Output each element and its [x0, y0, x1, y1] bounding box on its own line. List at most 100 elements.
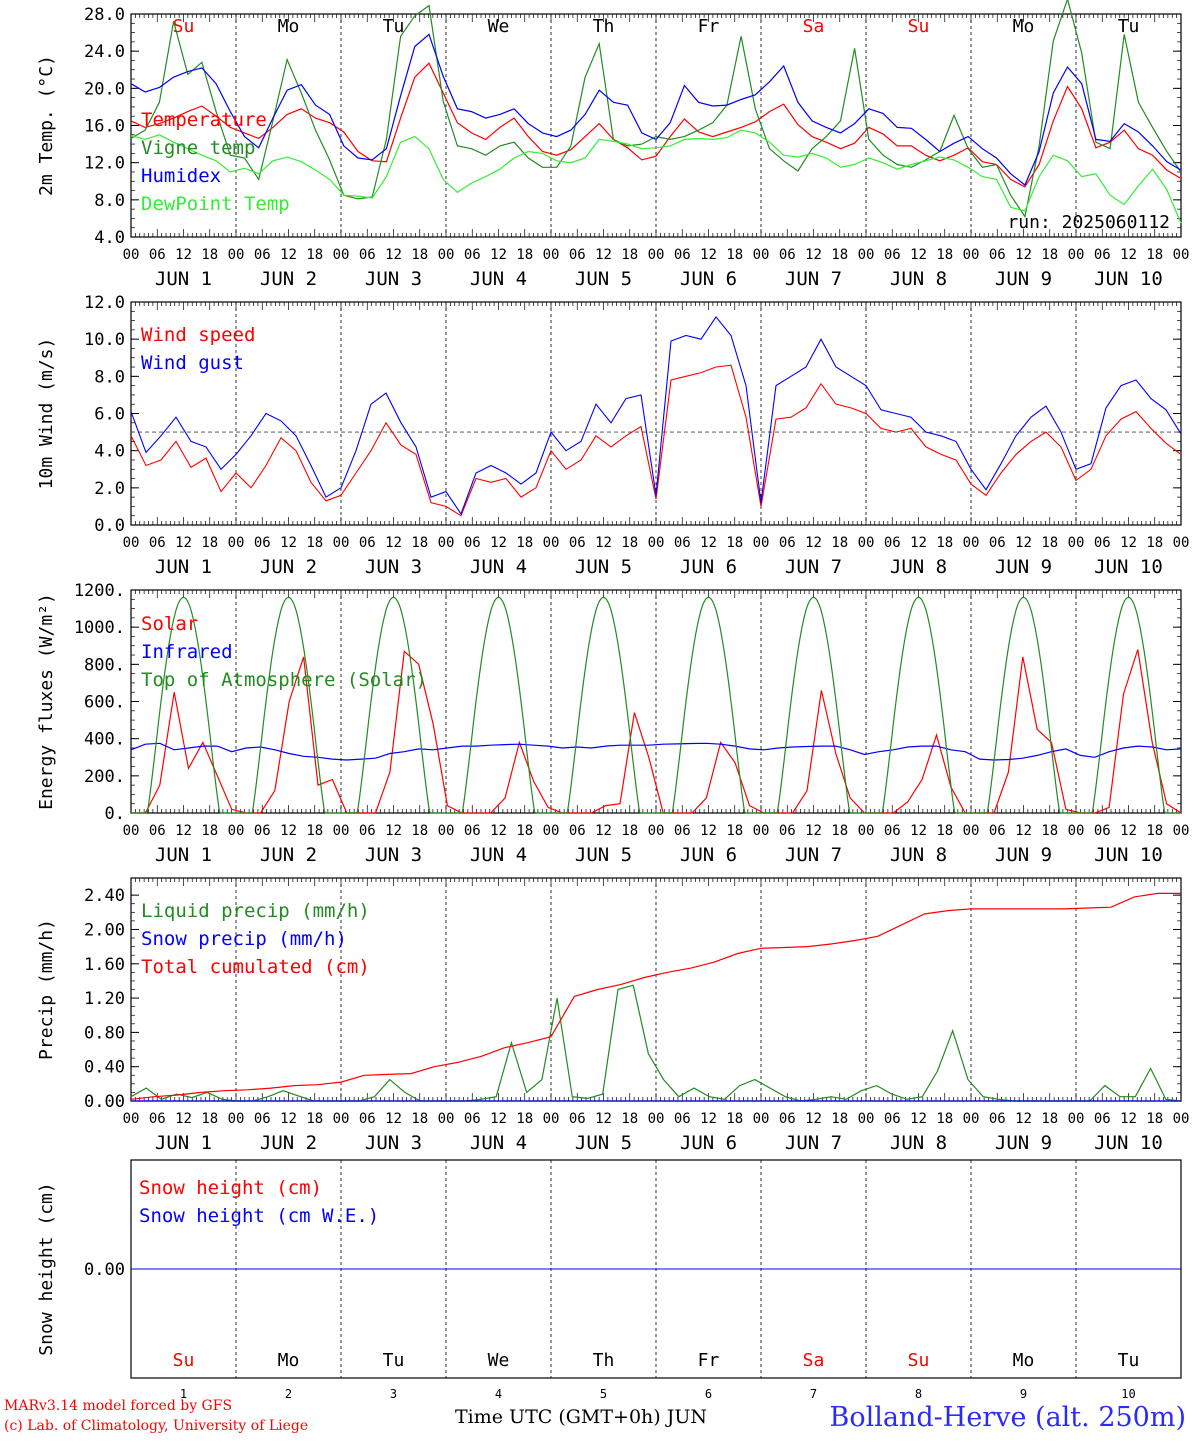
hour-label: 12	[595, 823, 612, 839]
y-axis-title: 2m Temp. (°C)	[36, 55, 57, 196]
hour-label: 00	[963, 535, 980, 551]
series-line-solar	[131, 649, 1182, 814]
run-label: run: 2025060112	[1007, 212, 1170, 233]
hour-label: 00	[228, 535, 245, 551]
day-number: 4	[495, 1387, 502, 1401]
hour-label: 06	[569, 247, 586, 263]
legend-entry: Infrared	[141, 641, 233, 663]
hour-label: 00	[438, 823, 455, 839]
hour-label: 00	[543, 535, 560, 551]
date-label: JUN 4	[470, 844, 527, 866]
hour-label: 00	[123, 823, 140, 839]
y-tick-label: 0.00	[84, 1260, 125, 1280]
y-tick-label: 1200.	[74, 581, 125, 601]
day-number: 10	[1121, 1387, 1135, 1401]
day-number: 3	[390, 1387, 397, 1401]
day-of-week-label: We	[488, 16, 510, 37]
panel-4: 0.00 0.40 0.80 1.20 1.60 2.00 2.40 Precip (mm/h…	[36, 877, 1190, 1154]
hour-label: 00	[858, 1111, 875, 1127]
date-label: JUN 6	[680, 1132, 737, 1154]
legend-entry: Wind speed	[141, 324, 255, 346]
station-name: Bolland-Herve (alt. 250m)	[829, 1402, 1186, 1433]
hour-label: 06	[149, 535, 166, 551]
date-label: JUN 1	[155, 556, 212, 578]
y-tick-label: 0.	[105, 804, 125, 824]
date-label: JUN 10	[1094, 268, 1163, 290]
date-label: JUN 3	[365, 1132, 422, 1154]
hour-label: 12	[1015, 1111, 1032, 1127]
hour-label: 18	[936, 535, 953, 551]
hour-label: 12	[385, 535, 402, 551]
hour-label: 18	[1146, 823, 1163, 839]
y-axis-title: 10m Wind (m/s)	[36, 338, 57, 490]
day-of-week-label: Fr	[698, 16, 720, 37]
hour-label: 18	[411, 823, 428, 839]
hour-label: 12	[1015, 247, 1032, 263]
hour-label: 12	[910, 535, 927, 551]
hour-label: 12	[175, 535, 192, 551]
day-number: 5	[600, 1387, 607, 1401]
hour-label: 06	[884, 1111, 901, 1127]
legend-entry: Vigne temp	[141, 137, 255, 159]
hour-label: 18	[306, 823, 323, 839]
hour-label: 12	[490, 823, 507, 839]
hour-label: 00	[1173, 1111, 1190, 1127]
y-tick-label: 10.0	[84, 330, 125, 350]
hour-label: 00	[1173, 247, 1190, 263]
date-label: JUN 7	[785, 1132, 842, 1154]
hour-label: 18	[1041, 247, 1058, 263]
hour-label: 18	[516, 1111, 533, 1127]
panel-3: 0. 200. 400. 600. 800. 1000. 1200. Energy fluxe…	[36, 581, 1189, 866]
hour-label: 18	[1041, 1111, 1058, 1127]
hour-label: 18	[831, 247, 848, 263]
hour-label: 00	[753, 1111, 770, 1127]
y-tick-label: 200.	[84, 767, 125, 787]
hour-label: 00	[753, 247, 770, 263]
hour-label: 06	[674, 1111, 691, 1127]
hour-label: 12	[700, 535, 717, 551]
hour-label: 18	[411, 535, 428, 551]
hour-label: 18	[726, 1111, 743, 1127]
hour-label: 00	[648, 247, 665, 263]
hour-label: 06	[254, 823, 271, 839]
legend-entry: Liquid precip (mm/h)	[141, 900, 370, 922]
y-axis-title: Snow height (cm)	[36, 1182, 57, 1355]
series-line-infrared	[130, 742, 1182, 761]
hour-label: 06	[779, 247, 796, 263]
hour-label: 06	[674, 535, 691, 551]
panel-1: 4.0 8.0 12.0 16.0 20.0 24.0 28.0 2m Temp. (°C) 0…	[36, 0, 1189, 290]
hour-label: 06	[1094, 247, 1111, 263]
legend-entry: Wind gust	[141, 352, 244, 374]
hour-label: 06	[464, 823, 481, 839]
legend-entry: Temperature	[141, 109, 267, 131]
day-of-week-label-bottom: Su	[908, 1350, 930, 1371]
hour-label: 12	[490, 535, 507, 551]
hour-label: 18	[621, 247, 638, 263]
date-label: JUN 2	[260, 268, 317, 290]
hour-label: 00	[753, 823, 770, 839]
hour-label: 00	[648, 535, 665, 551]
hour-label: 12	[910, 823, 927, 839]
series-line-total-cumulated-cm-	[130, 892, 1181, 1100]
day-number: 7	[810, 1387, 817, 1401]
hour-label: 18	[726, 535, 743, 551]
y-tick-label: 16.0	[84, 117, 125, 137]
date-label: JUN 4	[470, 556, 527, 578]
day-of-week-label-bottom: Tu	[1118, 1350, 1140, 1371]
day-of-week-label: Tu	[383, 16, 405, 37]
hour-label: 18	[1146, 1111, 1163, 1127]
hour-label: 12	[805, 535, 822, 551]
series-line-humidex	[130, 33, 1182, 186]
hour-label: 00	[123, 1111, 140, 1127]
month-label: JUN	[666, 1406, 708, 1428]
hour-label: 00	[543, 823, 560, 839]
hour-label: 18	[936, 1111, 953, 1127]
day-of-week-label-bottom: Fr	[698, 1350, 720, 1371]
hour-label: 00	[123, 535, 140, 551]
hour-label: 06	[359, 247, 376, 263]
hour-label: 00	[963, 247, 980, 263]
series-line-temperature	[130, 62, 1182, 188]
hour-label: 12	[805, 823, 822, 839]
hour-label: 12	[700, 247, 717, 263]
series-line-liquid-precip-mm-h-	[130, 984, 1182, 1102]
